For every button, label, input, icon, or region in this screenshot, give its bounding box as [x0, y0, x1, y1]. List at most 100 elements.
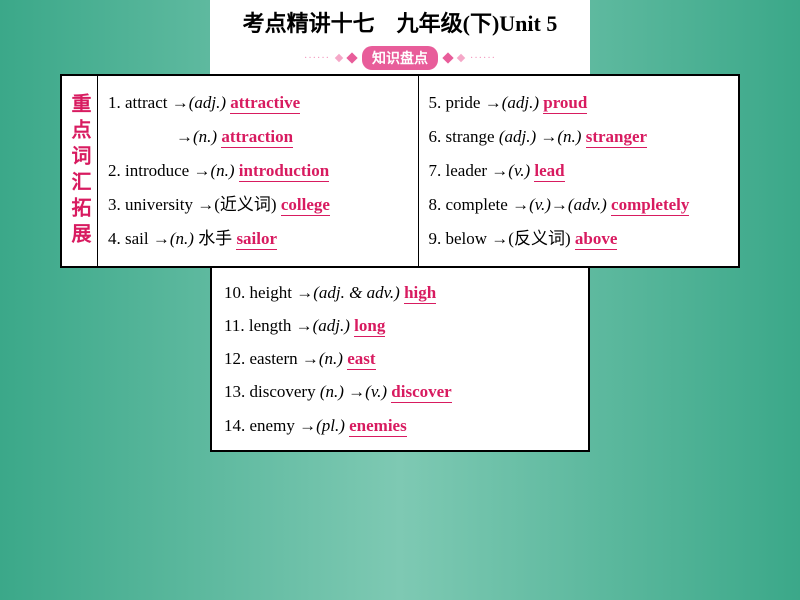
arrow-icon: →: [189, 161, 210, 180]
base-pos: (adj.): [495, 127, 541, 146]
vocab-item: 5. pride →(adj.) proud: [429, 86, 731, 120]
item-number: 14.: [224, 416, 250, 435]
hint-text: 水手: [198, 229, 236, 248]
part-of-speech: (n.): [210, 161, 238, 180]
vocab-item: 4. sail →(n.) 水手 sailor: [108, 222, 410, 256]
arrow-icon: →: [176, 127, 193, 146]
dots-left: ······: [304, 53, 330, 64]
vocab-item: 6. strange (adj.) →(n.) stranger: [429, 120, 731, 154]
item-number: 4.: [108, 229, 125, 248]
arrow-icon: →: [167, 93, 188, 112]
answer-word: introduction: [239, 161, 329, 182]
arrow-icon: →: [292, 283, 313, 302]
title-area: 考点精讲十七 九年级(下)Unit 5 ······ 知识盘点 ······: [210, 0, 590, 74]
part-of-speech: (adj.): [313, 316, 355, 335]
item-number: 6.: [429, 127, 446, 146]
part-of-speech: (n.): [557, 127, 585, 146]
answer-word: attraction: [221, 127, 293, 148]
part-of-speech: (adj.): [502, 93, 544, 112]
base-word: enemy: [250, 416, 295, 435]
diamond-icon: [346, 52, 357, 63]
part-of-speech: (adj.): [189, 93, 231, 112]
answer-word: college: [281, 195, 330, 216]
side-label: 重点词汇拓展: [65, 93, 94, 249]
base-word: attract: [125, 93, 167, 112]
answer-word: sailor: [236, 229, 277, 250]
dots-right: ······: [470, 53, 496, 64]
item-number: 9.: [429, 229, 446, 248]
diamond-icon: [457, 54, 465, 62]
vocab-item: 8. complete →(v.)→(adv.) completely: [429, 188, 731, 222]
base-word: sail: [125, 229, 149, 248]
answer-word: enemies: [349, 416, 407, 437]
base-word: length: [249, 316, 292, 335]
arrow-icon: →: [298, 349, 319, 368]
arrow-icon: →: [149, 229, 170, 248]
base-word: introduce: [125, 161, 189, 180]
arrow-icon: →: [540, 127, 557, 146]
vocab-item: 2. introduce →(n.) introduction: [108, 154, 410, 188]
columns: 1. attract →(adj.) attractive→(n.) attra…: [98, 76, 738, 266]
column-left: 1. attract →(adj.) attractive→(n.) attra…: [98, 76, 419, 266]
arrow-icon: →: [193, 195, 214, 214]
item-number: 1.: [108, 93, 125, 112]
item-number: 11.: [224, 316, 249, 335]
answer-word: completely: [611, 195, 689, 216]
base-word: leader: [446, 161, 488, 180]
arrow-icon: →: [551, 195, 568, 214]
part-of-speech: (v.): [508, 161, 534, 180]
lower-table: 10. height →(adj. & adv.) high11. length…: [210, 268, 590, 452]
base-word: complete: [446, 195, 508, 214]
part-of-speech: (n.): [319, 349, 347, 368]
answer-word: east: [347, 349, 375, 370]
arrow-icon: →: [508, 195, 529, 214]
arrow-icon: →: [295, 416, 316, 435]
base-pos: (n.): [316, 382, 349, 401]
vocab-item: 10. height →(adj. & adv.) high: [224, 276, 576, 309]
part-of-speech: (n.): [170, 229, 198, 248]
base-word: height: [250, 283, 293, 302]
base-word: university: [125, 195, 193, 214]
item-number: 8.: [429, 195, 446, 214]
arrow-icon: →: [487, 229, 508, 248]
arrow-icon: →: [348, 382, 365, 401]
arrow-icon: →: [291, 316, 312, 335]
hint-text: (反义词): [508, 229, 575, 248]
part-of-speech: (n.): [193, 127, 221, 146]
column-right: 5. pride →(adj.) proud6. strange (adj.) …: [419, 76, 739, 266]
answer-word: discover: [391, 382, 451, 403]
answer-word: long: [354, 316, 385, 337]
part-of-speech: (v.): [365, 382, 391, 401]
main-table: 重点词汇拓展 1. attract →(adj.) attractive→(n.…: [60, 74, 740, 268]
arrow-icon: →: [487, 161, 508, 180]
side-label-cell: 重点词汇拓展: [62, 76, 98, 266]
vocab-item: 9. below →(反义词) above: [429, 222, 731, 256]
diamond-icon: [442, 52, 453, 63]
page-title: 考点精讲十七 九年级(下)Unit 5: [210, 6, 590, 38]
vocab-item: 1. attract →(adj.) attractive: [108, 86, 410, 120]
item-number: 13.: [224, 382, 250, 401]
vocab-item: 12. eastern →(n.) east: [224, 342, 576, 375]
part-of-speech: (pl.): [316, 416, 349, 435]
base-word: eastern: [250, 349, 298, 368]
item-number: 3.: [108, 195, 125, 214]
vocab-item-extra: →(n.) attraction: [108, 120, 410, 154]
vocab-item: 3. university →(近义词) college: [108, 188, 410, 222]
base-word: pride: [446, 93, 481, 112]
diamond-icon: [335, 54, 343, 62]
item-number: 2.: [108, 161, 125, 180]
vocab-item: 7. leader →(v.) lead: [429, 154, 731, 188]
base-word: below: [446, 229, 488, 248]
answer-word: stranger: [586, 127, 647, 148]
base-word: strange: [446, 127, 495, 146]
vocab-item: 11. length →(adj.) long: [224, 309, 576, 342]
vocab-item: 13. discovery (n.) →(v.) discover: [224, 375, 576, 408]
item-number: 7.: [429, 161, 446, 180]
vocab-item: 14. enemy →(pl.) enemies: [224, 409, 576, 442]
subtitle-row: ······ 知识盘点 ······: [210, 46, 590, 70]
arrow-icon: →: [480, 93, 501, 112]
part-of-speech: (adv.): [568, 195, 611, 214]
hint-text: (近义词): [214, 195, 281, 214]
base-word: discovery: [250, 382, 316, 401]
subtitle-badge: 知识盘点: [362, 46, 438, 70]
